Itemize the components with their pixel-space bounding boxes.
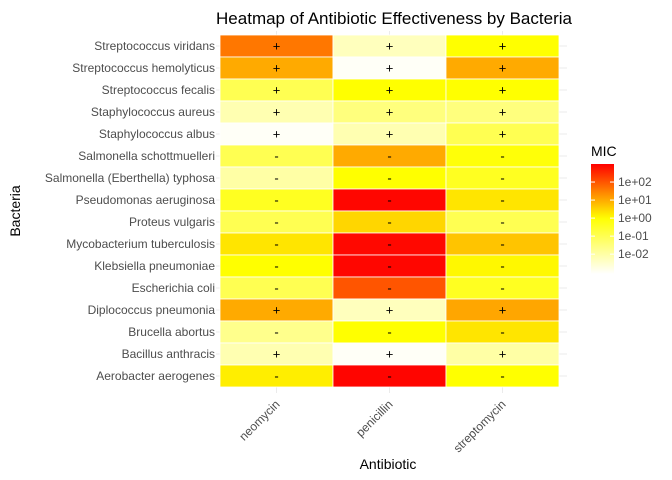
cell-gram-label: - (387, 149, 391, 164)
cell-gram-label: - (500, 237, 504, 252)
cell-gram-label: + (273, 127, 281, 142)
cell-gram-label: - (500, 171, 504, 186)
y-tick-label: Mycobacterium tuberculosis (66, 237, 215, 251)
legend-ticks: 1e+02 1e+01 1e+00 1e-01 1e-02 (591, 175, 652, 261)
cell-gram-label: + (273, 39, 281, 54)
cell-gram-label: - (387, 325, 391, 340)
cell-gram-label: + (273, 61, 281, 76)
color-legend: MIC 1e+02 1e+01 1e+00 1e-01 1e-02 (591, 143, 652, 274)
cell-gram-label: + (386, 61, 394, 76)
cell-gram-label: + (386, 127, 394, 142)
cell-gram-label: + (386, 347, 394, 362)
cell-gram-label: - (387, 171, 391, 186)
cell-gram-label: - (500, 193, 504, 208)
cell-gram-label: + (273, 303, 281, 318)
heatmap-cells (219, 34, 560, 388)
cell-gram-label: + (386, 39, 394, 54)
y-tick-label: Salmonella schottmuelleri (78, 149, 215, 163)
cell-gram-label: + (273, 83, 281, 98)
cell-gram-label: - (500, 369, 504, 384)
cell-gram-label: - (274, 237, 278, 252)
cell-gram-label: - (387, 281, 391, 296)
cell-gram-label: - (387, 215, 391, 230)
cell-gram-label: - (387, 193, 391, 208)
y-tick-label: Streptococcus viridans (94, 39, 215, 53)
legend-tick-label: 1e+00 (618, 211, 652, 225)
chart-title: Heatmap of Antibiotic Effectiveness by B… (216, 9, 572, 28)
cell-gram-label: - (500, 325, 504, 340)
y-tick-label: Bacillus anthracis (122, 347, 215, 361)
cell-gram-label: + (273, 347, 281, 362)
cell-gram-label: - (274, 193, 278, 208)
y-tick-label: Staphylococcus albus (99, 127, 215, 141)
cell-gram-label: + (273, 105, 281, 120)
y-tick-label: Escherichia coli (132, 281, 215, 295)
cell-gram-label: + (499, 105, 507, 120)
y-tick-label: Aerobacter aerogenes (96, 369, 215, 383)
heatmap-cell (445, 364, 560, 388)
cell-gram-label: - (274, 215, 278, 230)
y-tick-label: Staphylococcus aureus (91, 105, 215, 119)
cell-gram-label: + (499, 61, 507, 76)
cell-gram-label: - (274, 171, 278, 186)
y-axis-title: Bacteria (7, 185, 23, 237)
cell-labels: + + + + + + + + + + + + + + + - - - - - - - - - - - - - - - - - - - - - + + + -… (273, 39, 507, 384)
y-tick-label: Klebsiella pneumoniae (94, 259, 215, 273)
y-tick-label: Proteus vulgaris (129, 215, 215, 229)
cell-gram-label: - (500, 281, 504, 296)
cell-gram-label: + (499, 303, 507, 318)
cell-gram-label: + (386, 303, 394, 318)
x-axis-title: Antibiotic (360, 456, 417, 472)
cell-gram-label: - (274, 259, 278, 274)
y-tick-label: Streptococcus hemolyticus (72, 61, 215, 75)
cell-gram-label: - (274, 369, 278, 384)
y-tick-label: Salmonella (Eberthella) typhosa (45, 171, 215, 185)
cell-gram-label: - (500, 215, 504, 230)
legend-tick-label: 1e-02 (618, 247, 649, 261)
cell-gram-label: - (274, 325, 278, 340)
y-tick-label: Brucella abortus (128, 325, 215, 339)
x-tick-label: penicillin (353, 397, 395, 439)
cell-gram-label: + (499, 347, 507, 362)
x-tick-label: neomycin (236, 397, 282, 443)
cell-gram-label: - (387, 237, 391, 252)
y-tick-label: Pseudomonas aeruginosa (76, 193, 216, 207)
cell-gram-label: - (387, 369, 391, 384)
cell-gram-label: - (387, 259, 391, 274)
cell-gram-label: + (386, 83, 394, 98)
cell-gram-label: + (499, 83, 507, 98)
cell-gram-label: - (274, 281, 278, 296)
cell-gram-label: - (500, 149, 504, 164)
legend-colorbar (591, 164, 614, 274)
x-tick-label: streptomycin (451, 397, 509, 455)
x-axis-tick-labels: neomycin penicillin streptomycin (236, 397, 508, 455)
y-tick-label: Streptococcus fecalis (102, 83, 215, 97)
cell-gram-label: - (500, 259, 504, 274)
y-tick-label: Diplococcus pneumonia (88, 303, 216, 317)
cell-gram-label: + (386, 105, 394, 120)
legend-title: MIC (591, 143, 617, 159)
legend-tick-label: 1e+02 (618, 175, 652, 189)
y-axis-tick-labels: Streptococcus viridans Streptococcus hemo… (45, 39, 215, 383)
cell-gram-label: - (274, 149, 278, 164)
cell-gram-label: + (499, 127, 507, 142)
legend-tick-label: 1e+01 (618, 193, 652, 207)
cell-gram-label: + (499, 39, 507, 54)
legend-tick-label: 1e-01 (618, 229, 649, 243)
